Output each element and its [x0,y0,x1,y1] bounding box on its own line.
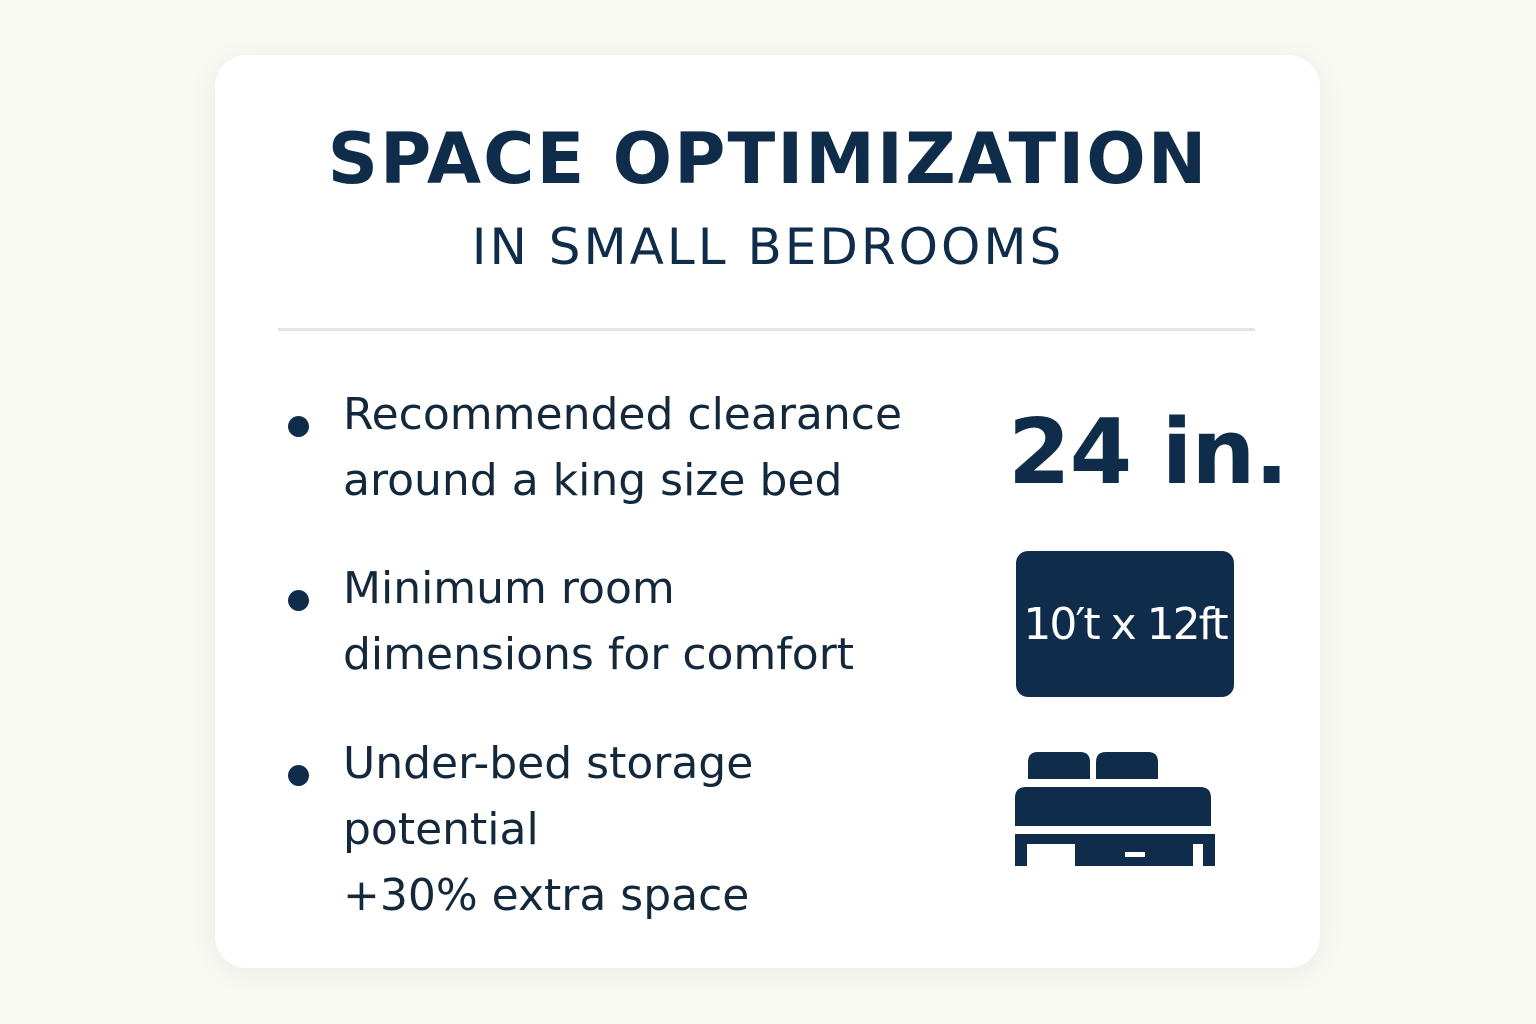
bullet-icon [288,416,309,437]
text-line: +30% extra space [343,870,750,921]
storage-text: Under-bed storage potential +30% extra s… [343,731,753,929]
dimensions-badge: 10′t x 12ft [1016,551,1234,697]
dimensions-value: 10′t x 12ft [1023,598,1228,650]
text-line: potential [343,804,539,855]
text-line: Recommended clearance [343,389,903,440]
text-line: Under-bed storage [343,738,754,789]
bullet-icon [288,590,309,611]
divider [278,328,1255,331]
text-line: dimensions for comfort [343,629,855,680]
bed-with-drawer-icon [1015,752,1215,866]
bullet-icon [288,765,309,786]
page-subtitle: IN SMALL BEDROOMS [471,218,1065,276]
clearance-value: 24 in. [1008,400,1289,505]
text-line: around a king size bed [343,455,843,506]
clearance-text: Recommended clearance around a king size… [343,382,902,514]
page-title: SPACE OPTIMIZATION [327,118,1209,200]
text-line: Minimum room [343,563,675,614]
dimensions-text: Minimum room dimensions for comfort [343,556,854,688]
